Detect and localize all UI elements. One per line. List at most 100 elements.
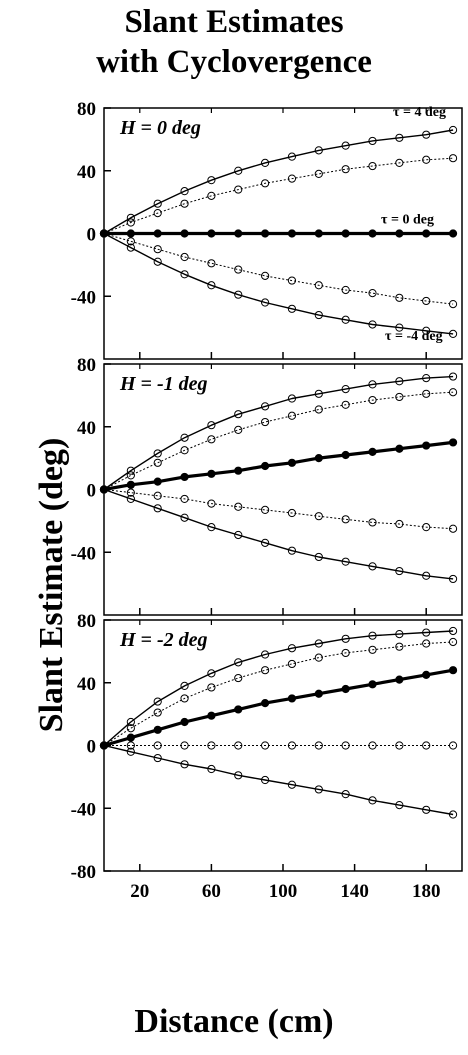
data-point [126, 243, 135, 252]
data-point [234, 530, 243, 540]
data-point [341, 229, 350, 238]
data-point [153, 504, 162, 513]
data-point [287, 694, 297, 703]
data-point [422, 296, 431, 306]
data-point [368, 380, 377, 389]
data-point [448, 637, 458, 647]
data-point [234, 771, 243, 780]
data-point [153, 697, 162, 706]
data-point [207, 229, 216, 238]
data-point [234, 410, 243, 419]
data-point [207, 469, 216, 478]
data-point [314, 405, 323, 414]
data-point [341, 684, 350, 694]
series-line [103, 233, 454, 305]
data-point [287, 394, 297, 403]
data-point [314, 281, 323, 290]
data-point [126, 494, 135, 504]
data-point [341, 315, 350, 324]
data-point [126, 724, 135, 733]
data-point [153, 477, 162, 486]
data-point [422, 155, 431, 164]
data-point [180, 270, 189, 279]
data-point [234, 741, 243, 750]
data-point [234, 705, 243, 714]
data-point [287, 508, 297, 518]
data-point [448, 666, 458, 675]
data-point [422, 670, 431, 680]
data-point [368, 136, 377, 146]
data-point [368, 395, 377, 405]
data-point [368, 320, 377, 329]
data-point [153, 725, 162, 734]
y-tick-label: 0 [87, 737, 97, 758]
data-point [261, 298, 270, 307]
data-point [207, 191, 216, 200]
data-point [287, 458, 297, 467]
data-point [207, 764, 216, 774]
data-point [422, 628, 431, 637]
x-tick-label: 180 [412, 881, 441, 902]
data-point [261, 775, 270, 785]
data-point [341, 634, 350, 643]
data-point [314, 689, 323, 698]
data-point [153, 199, 162, 208]
data-point [287, 174, 297, 183]
data-point [422, 441, 431, 450]
data-point [287, 152, 297, 161]
data-point [422, 571, 431, 580]
data-point [261, 538, 270, 547]
data-point [261, 461, 270, 471]
data-point [153, 449, 162, 458]
data-point [126, 466, 135, 475]
data-point [287, 546, 297, 555]
data-point [368, 518, 377, 527]
data-point [314, 454, 323, 463]
data-point [341, 790, 350, 799]
data-point [153, 753, 162, 763]
panel-label-1: H = 0 deg [119, 117, 201, 139]
data-point [261, 666, 270, 675]
y-tick-label: 0 [87, 481, 97, 502]
data-point [422, 639, 431, 648]
data-point [207, 711, 216, 720]
data-point [341, 741, 350, 750]
series-line [103, 129, 454, 235]
data-point [99, 229, 109, 238]
data-point [126, 218, 135, 227]
data-point [368, 645, 377, 654]
data-point [341, 165, 350, 174]
data-point [395, 444, 404, 453]
data-point [126, 747, 135, 756]
data-point [314, 389, 323, 398]
data-point [314, 785, 323, 794]
y-tick-label: 40 [77, 418, 96, 439]
data-point [422, 741, 431, 750]
data-point [368, 447, 377, 456]
data-point [287, 644, 297, 653]
data-point [153, 458, 162, 467]
data-point [234, 658, 243, 667]
data-point [422, 389, 431, 398]
data-point [395, 323, 404, 332]
data-point [448, 574, 458, 584]
data-point [448, 299, 458, 309]
data-point [207, 176, 216, 185]
data-point [448, 524, 458, 533]
data-point [99, 741, 109, 750]
data-point [448, 438, 458, 447]
data-point [422, 130, 431, 139]
data-point [261, 271, 270, 280]
data-point [287, 229, 297, 238]
data-point [234, 502, 243, 511]
series-line [103, 488, 454, 580]
series-line [103, 157, 454, 234]
data-point [448, 372, 458, 381]
data-point [341, 400, 350, 409]
data-point [207, 421, 216, 430]
data-point [368, 796, 377, 805]
series-line [103, 440, 454, 492]
data-point [395, 229, 404, 238]
data-point [180, 187, 189, 196]
data-point [422, 326, 431, 335]
